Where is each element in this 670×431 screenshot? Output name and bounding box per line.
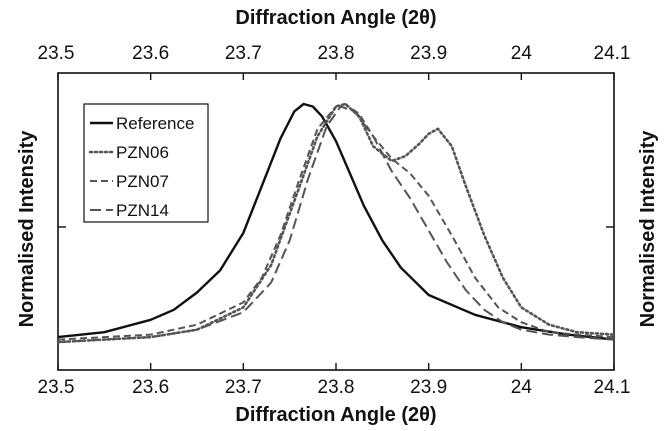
x-tick-label-bottom: 23.5 bbox=[38, 377, 75, 398]
x-tick-label-bottom: 23.6 bbox=[132, 377, 169, 398]
x-tick-label-bottom: 23.7 bbox=[225, 377, 262, 398]
x-axis-title-bottom: Diffraction Angle (2θ) bbox=[235, 404, 436, 426]
y-axis-title-left: Normalised Intensity bbox=[16, 130, 38, 328]
series-line-reference bbox=[57, 102, 615, 341]
series-lines bbox=[56, 102, 616, 344]
x-tick-label-bottom: 24 bbox=[511, 377, 533, 398]
x-axis-title-top: Diffraction Angle (2θ) bbox=[235, 7, 436, 29]
x-tick-label-bottom: 23.9 bbox=[410, 377, 447, 398]
legend-label-reference: Reference bbox=[116, 114, 194, 133]
x-tick-label-top: 23.6 bbox=[132, 43, 169, 64]
legend: Reference PZN06 PZN07 PZN14 bbox=[83, 103, 209, 223]
x-tick-label-top: 24 bbox=[511, 43, 533, 64]
x-tick-label-bottom: 23.8 bbox=[318, 377, 355, 398]
legend-label-pzn14: PZN14 bbox=[116, 201, 169, 220]
x-ticks: 23.5 23.5 23.6 23.6 23.7 23.7 23.8 23.8 23.9 23.9… bbox=[38, 43, 631, 398]
y-axis-title-right: Normalised Intensity bbox=[637, 130, 659, 328]
x-tick-label-top: 23.8 bbox=[318, 43, 355, 64]
legend-items: Reference PZN06 PZN07 PZN14 bbox=[88, 114, 194, 220]
x-tick-label-top: 23.9 bbox=[410, 43, 447, 64]
x-tick-label-bottom: 24.1 bbox=[594, 377, 631, 398]
legend-label-pzn06: PZN06 bbox=[116, 143, 169, 162]
x-tick-label-top: 23.5 bbox=[38, 43, 75, 64]
legend-label-pzn07: PZN07 bbox=[116, 172, 169, 191]
x-tick-label-top: 23.7 bbox=[225, 43, 262, 64]
x-tick-label-top: 24.1 bbox=[594, 43, 631, 64]
series-line-pzn06 bbox=[56, 102, 616, 344]
series-line-pzn14 bbox=[57, 105, 615, 344]
